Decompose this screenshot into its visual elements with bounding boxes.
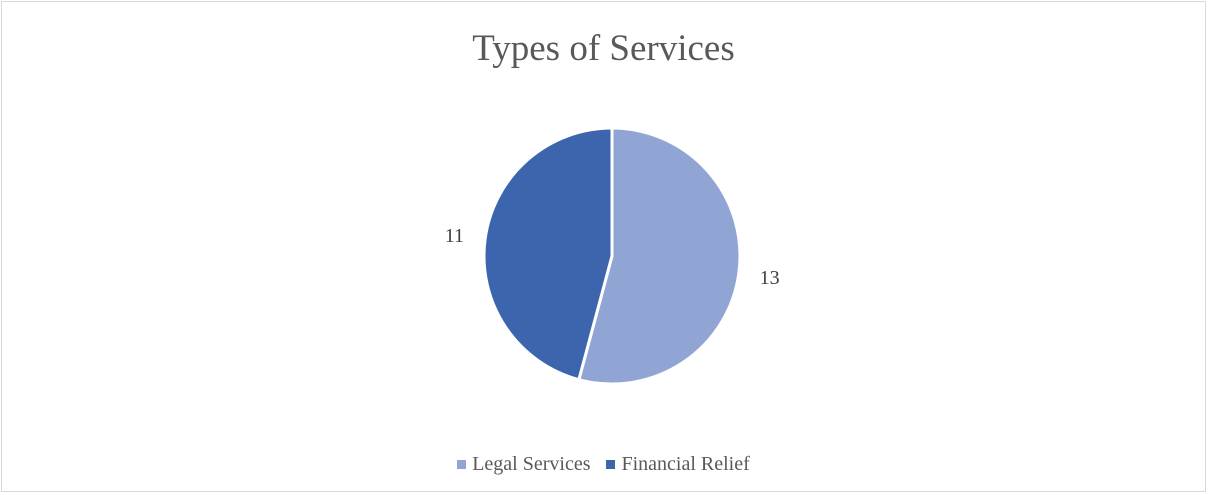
pie-slice-legal-services bbox=[577, 126, 742, 386]
chart-title: Types of Services bbox=[472, 28, 735, 69]
data-label-financial-relief: 11 bbox=[445, 225, 464, 247]
legend-label-financial-relief: Financial Relief bbox=[621, 453, 750, 475]
data-label-legal-services: 13 bbox=[760, 267, 780, 289]
pie-slice-financial-relief bbox=[482, 126, 614, 382]
legend-item-legal-services: Legal Services bbox=[457, 453, 590, 476]
legend-item-financial-relief: Financial Relief bbox=[606, 453, 750, 476]
legend-swatch-financial-relief bbox=[606, 460, 616, 469]
legend-label-legal-services: Legal Services bbox=[472, 453, 591, 475]
legend: Legal Services Financial Relief bbox=[2, 453, 1205, 476]
legend-swatch-legal-services bbox=[457, 460, 467, 469]
